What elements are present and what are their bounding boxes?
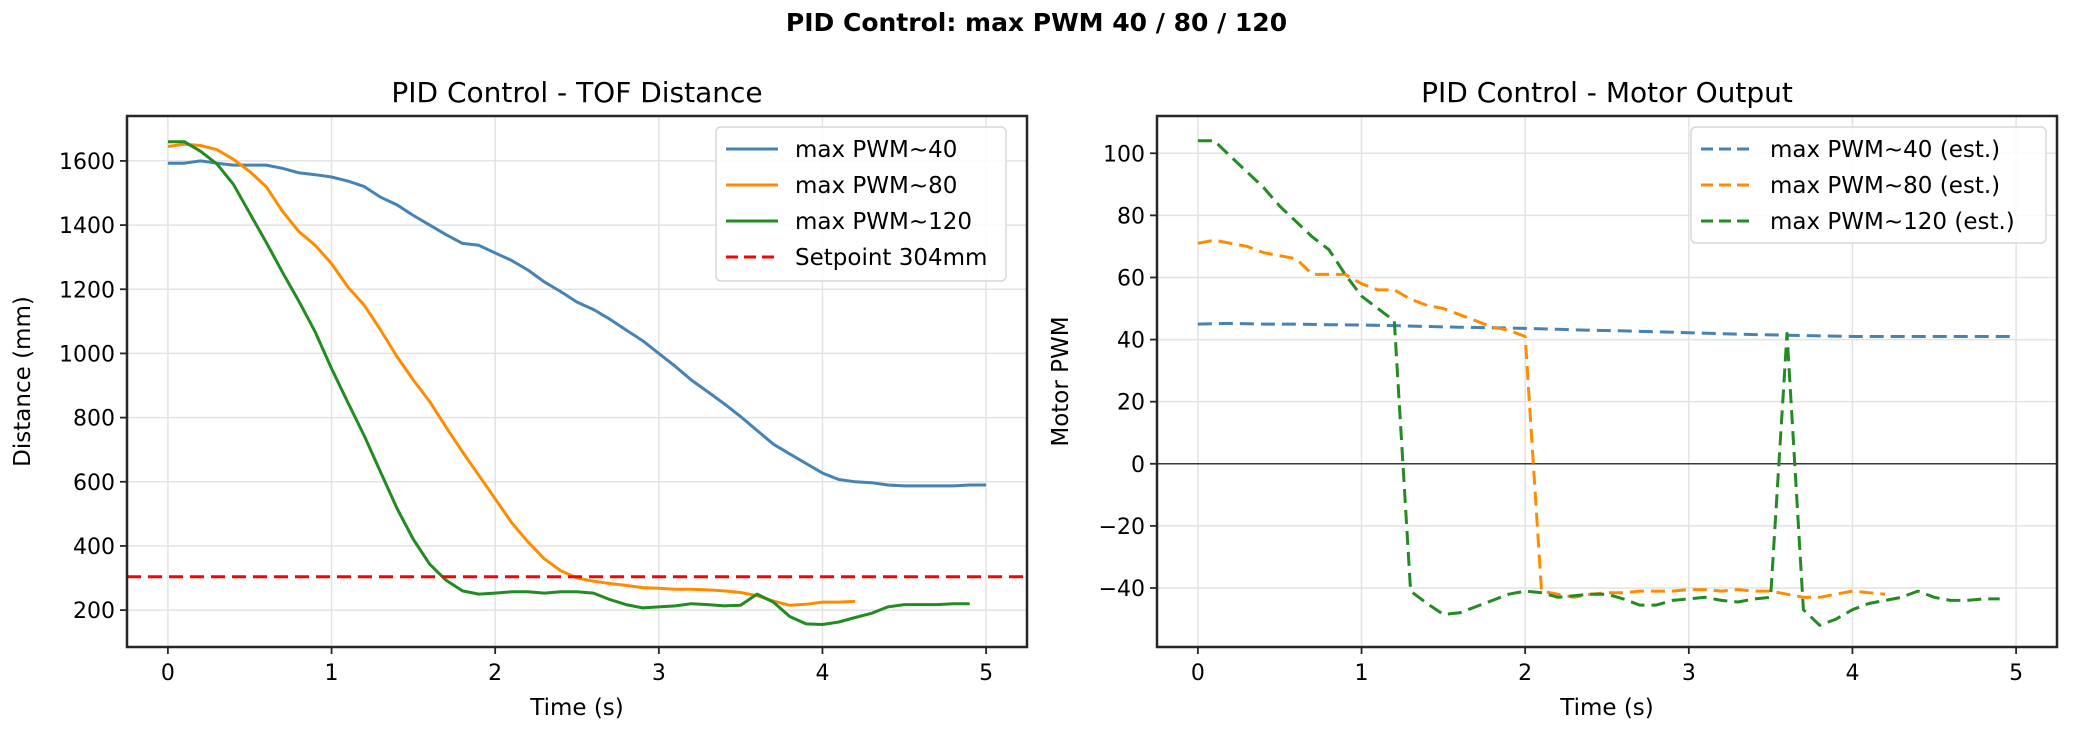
x-tick-label: 1 bbox=[1355, 661, 1369, 686]
legend-label-2: max PWM~80 (est.) bbox=[1770, 173, 2000, 199]
legend: max PWM~40 max PWM~80 max PWM~120 Setpoint … bbox=[715, 126, 1007, 282]
chart-title: PID Control - Motor Output bbox=[1421, 76, 1793, 109]
x-tick-label: 2 bbox=[1518, 661, 1532, 686]
legend-box bbox=[1690, 126, 2047, 244]
x-tick-label: 4 bbox=[1845, 661, 1859, 686]
series-line-2 bbox=[167, 142, 856, 607]
x-tick-label: 0 bbox=[161, 661, 175, 686]
y-tick-label: 600 bbox=[73, 471, 115, 496]
y-tick-label: 0 bbox=[1131, 453, 1145, 478]
y-tick-label: −20 bbox=[1099, 515, 1145, 540]
x-tick-label: 2 bbox=[488, 661, 502, 686]
legend-label-3: max PWM~120 bbox=[795, 209, 972, 235]
figure-title: PID Control: max PWM 40 / 80 / 120 bbox=[785, 8, 1288, 37]
legend-label-3: max PWM~120 (est.) bbox=[1770, 209, 2015, 235]
chart-1: 0 1 2 3 4 5 200 400 600 800 1000 1200 1400 1600 PID Co… bbox=[10, 76, 1029, 721]
legend-label-2: max PWM~80 bbox=[795, 173, 957, 199]
series-line-1 bbox=[167, 159, 987, 488]
x-tick-label: 5 bbox=[979, 661, 993, 686]
x-axis-label: Time (s) bbox=[1559, 695, 1654, 721]
chart-2: 0 1 2 3 4 5 −40 −20 0 20 40 60 80 100 PID Control - Mo… bbox=[1048, 76, 2059, 721]
series-line-3 bbox=[167, 140, 970, 626]
x-axis-label: Time (s) bbox=[529, 695, 624, 721]
x-tick-label: 3 bbox=[652, 661, 666, 686]
grid bbox=[127, 116, 1027, 647]
y-tick-label: 1400 bbox=[59, 214, 115, 239]
y-tick-label: 400 bbox=[73, 535, 115, 560]
chart-title: PID Control - TOF Distance bbox=[391, 76, 762, 109]
y-tick-label: 80 bbox=[1117, 204, 1145, 229]
y-tick-label: 20 bbox=[1117, 391, 1145, 416]
y-tick-label: −40 bbox=[1099, 577, 1145, 602]
x-tick-label: 1 bbox=[325, 661, 339, 686]
y-tick-label: 800 bbox=[73, 407, 115, 432]
x-tick-label: 4 bbox=[815, 661, 829, 686]
x-tick-label: 3 bbox=[1682, 661, 1696, 686]
grid bbox=[1157, 116, 2057, 647]
y-tick-label: 200 bbox=[73, 599, 115, 624]
legend-label-1: max PWM~40 (est.) bbox=[1770, 137, 2000, 163]
series-line-3 bbox=[1197, 139, 2000, 627]
y-tick-label: 40 bbox=[1117, 329, 1145, 354]
y-tick-label: 100 bbox=[1103, 142, 1145, 167]
y-axis-label: Distance (mm) bbox=[10, 296, 36, 467]
y-tick-label: 60 bbox=[1117, 266, 1145, 291]
legend-label-1: max PWM~40 bbox=[795, 137, 957, 163]
y-axis-label: Motor PWM bbox=[1048, 316, 1074, 446]
y-tick-label: 1000 bbox=[59, 342, 115, 367]
x-tick-label: 0 bbox=[1191, 661, 1205, 686]
y-tick-label: 1600 bbox=[59, 150, 115, 175]
series-line-1 bbox=[1197, 321, 2017, 338]
x-tick-label: 5 bbox=[2009, 661, 2023, 686]
y-tick-label: 1200 bbox=[59, 278, 115, 303]
axes-frame bbox=[1155, 114, 2059, 649]
series-group bbox=[127, 140, 1027, 626]
legend-box bbox=[715, 126, 1007, 282]
series-group bbox=[1197, 139, 2017, 627]
axes-frame bbox=[125, 114, 1029, 649]
legend-label-4: Setpoint 304mm bbox=[795, 245, 987, 271]
legend: max PWM~40 (est.) max PWM~80 (est.) max PW… bbox=[1690, 126, 2047, 244]
